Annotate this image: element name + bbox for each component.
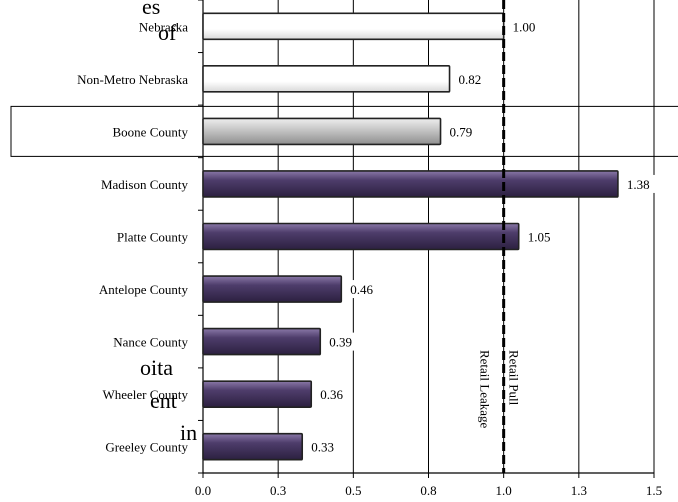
bar-boone-county xyxy=(202,117,442,146)
x-tick-label: 0.3 xyxy=(270,483,286,498)
value-label-bg xyxy=(326,332,362,351)
value-label-non-metro-nebraska: 0.82 xyxy=(459,72,482,87)
text-fragment-of: of xyxy=(158,20,177,45)
value-label-platte-county: 1.05 xyxy=(528,230,551,245)
category-label-non-metro-nebraska: Non-Metro Nebraska xyxy=(77,72,188,87)
text-fragment-es: es xyxy=(142,0,161,19)
annotation-retail-pull: Retail Pull xyxy=(507,350,522,406)
x-tick-label: 0.0 xyxy=(195,483,211,498)
value-label-bg xyxy=(524,227,560,246)
x-tick-label: 1.5 xyxy=(646,483,662,498)
value-label-nebraska: 1.00 xyxy=(513,19,536,34)
value-label-bg xyxy=(308,437,344,456)
category-label-platte-county: Platte County xyxy=(117,230,189,245)
value-label-antelope-county: 0.46 xyxy=(350,282,373,297)
value-label-boone-county: 0.79 xyxy=(450,124,473,139)
annotation-retail-leakage: Retail Leakage xyxy=(478,350,493,429)
x-tick-label: 0.5 xyxy=(345,483,361,498)
category-label-boone-county: Boone County xyxy=(113,124,189,139)
bar-non-metro-nebraska xyxy=(202,65,451,93)
bar-nance-county xyxy=(202,327,322,356)
category-label-nebraska: Nebraska xyxy=(139,19,188,34)
category-label-antelope-county: Antelope County xyxy=(99,282,189,297)
value-label-greeley-county: 0.33 xyxy=(311,440,334,455)
value-label-bg xyxy=(455,69,491,88)
value-label-madison-county: 1.38 xyxy=(627,177,650,192)
text-fragment-pita: oita xyxy=(140,355,173,380)
bar-wheeler-county xyxy=(202,380,313,408)
bar-antelope-county xyxy=(202,275,343,303)
text-fragment-in: in xyxy=(180,420,198,445)
highlight-row-box xyxy=(10,105,678,157)
value-label-wheeler-county: 0.36 xyxy=(320,387,343,402)
value-label-bg xyxy=(317,385,353,404)
x-tick-label: 1.3 xyxy=(571,483,587,498)
value-label-bg xyxy=(623,174,659,193)
category-label-nance-county: Nance County xyxy=(113,335,188,350)
category-label-madison-county: Madison County xyxy=(101,177,189,192)
category-label-greeley-county: Greeley County xyxy=(105,440,188,455)
x-tick-label: 1.0 xyxy=(496,483,512,498)
value-label-bg xyxy=(347,280,383,299)
category-label-wheeler-county: Wheeler County xyxy=(102,387,188,402)
bar-madison-county xyxy=(202,170,619,198)
value-label-bg xyxy=(446,122,482,141)
value-label-bg xyxy=(509,17,545,36)
value-label-nance-county: 0.39 xyxy=(329,335,352,350)
text-fragment-ent: ent xyxy=(150,388,177,413)
bar-nebraska xyxy=(202,12,505,41)
bar-greeley-county xyxy=(202,432,304,461)
x-tick-label: 0.8 xyxy=(420,483,436,498)
bar-platte-county xyxy=(202,222,520,251)
